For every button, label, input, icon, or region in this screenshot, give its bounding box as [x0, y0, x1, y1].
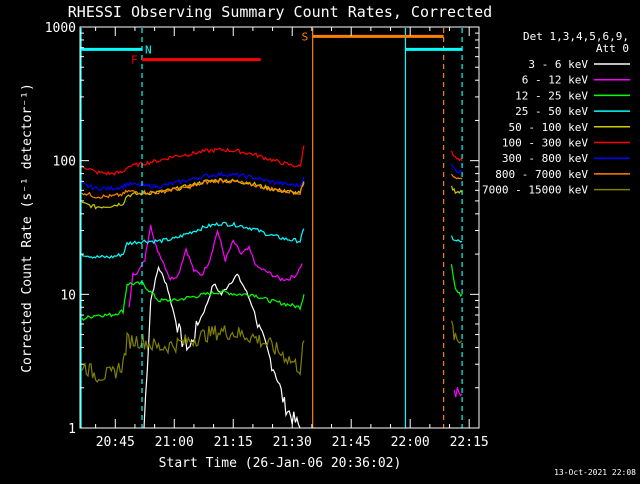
legend-label-5: 100 - 300 keV: [502, 137, 588, 150]
chart-title: RHESSI Observing Summary Count Rates, Co…: [68, 3, 492, 21]
series-trace-1-0: [128, 224, 303, 308]
series-trace-2-1: [450, 264, 463, 298]
x-tick-label: 22:15: [450, 435, 489, 450]
legend-label-7: 800 - 7000 keV: [495, 168, 588, 181]
y-tick-label: 10: [60, 288, 76, 303]
y-tick-label: 1: [68, 422, 76, 437]
x-tick-label: 21:00: [155, 435, 194, 450]
series-trace-3-1: [450, 235, 463, 243]
series-trace-7-0: [81, 178, 305, 199]
y-tick-label: 100: [53, 155, 76, 170]
legend-label-1: 6 - 12 keV: [522, 74, 589, 87]
x-tick-label: 22:00: [391, 435, 430, 450]
series-trace-2-0: [81, 281, 305, 322]
legend-label-4: 50 - 100 keV: [509, 121, 589, 134]
x-tick-label: 21:45: [332, 435, 371, 450]
y-tick-label: 1000: [45, 21, 76, 36]
x-axis-label: Start Time (26-Jan-06 20:36:02): [159, 456, 402, 471]
legend-label-8: 7000 - 15000 keV: [482, 184, 588, 197]
series-trace-4-1: [450, 185, 463, 195]
x-tick-label: 21:15: [214, 435, 253, 450]
series-trace-3-0: [81, 221, 305, 259]
state-bar-label-0: N: [145, 43, 152, 56]
series-trace-6-1: [450, 163, 463, 174]
legend-label-2: 12 - 25 keV: [515, 89, 588, 102]
legend-label-3: 25 - 50 keV: [515, 105, 588, 118]
state-bar-label-3: S: [302, 30, 309, 43]
series-trace-5-0: [81, 145, 305, 176]
legend-label-6: 300 - 800 keV: [502, 152, 588, 165]
legend-header-detectors: Det 1,3,4,5,6,9,: [523, 30, 629, 43]
series-trace-1-1: [453, 387, 463, 398]
series-trace-8-0: [81, 325, 305, 383]
legend-header-attenuator: Att 0: [596, 42, 629, 55]
series-trace-6-0: [81, 171, 305, 192]
y-axis-label: Corrected Count Rate (s⁻¹ detector⁻¹): [20, 83, 35, 373]
footer-date: 13-Oct-2021 22:08: [554, 468, 636, 477]
legend-label-0: 3 - 6 keV: [528, 58, 588, 71]
series-trace-0-0: [143, 265, 301, 429]
plot-frame: [79, 26, 480, 429]
series-trace-7-1: [451, 173, 463, 180]
series-trace-8-1: [450, 320, 463, 344]
series-trace-5-1: [450, 150, 463, 162]
x-tick-label: 20:45: [96, 435, 135, 450]
state-bar-label-2: F: [131, 54, 138, 67]
x-tick-label: 21:30: [273, 435, 312, 450]
